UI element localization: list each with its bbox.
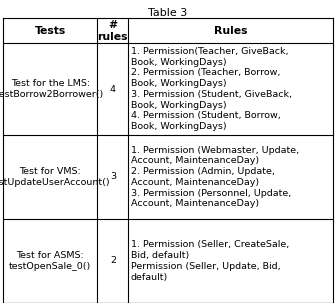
Text: Test for VMS:
testUpdateUserAccount(): Test for VMS: testUpdateUserAccount() xyxy=(0,167,111,187)
Text: Table 3: Table 3 xyxy=(149,8,187,18)
Text: 3: 3 xyxy=(110,172,116,181)
Text: Test for ASMS:
testOpenSale_0(): Test for ASMS: testOpenSale_0() xyxy=(9,251,91,271)
Text: Test for the LMS:
testBorrow2Borrower(): Test for the LMS: testBorrow2Borrower() xyxy=(0,79,104,99)
Text: 1. Permission (Seller, CreateSale,
Bid, default)
Permission (Seller, Update, Bid: 1. Permission (Seller, CreateSale, Bid, … xyxy=(131,240,289,281)
Text: 2: 2 xyxy=(110,256,116,265)
Text: 1. Permission (Webmaster, Update,
Account, MaintenanceDay)
2. Permission (Admin,: 1. Permission (Webmaster, Update, Accoun… xyxy=(131,146,299,208)
Text: 1. Permission(Teacher, GiveBack,
Book, WorkingDays)
2. Permission (Teacher, Borr: 1. Permission(Teacher, GiveBack, Book, W… xyxy=(131,47,292,131)
Text: 4: 4 xyxy=(110,85,116,94)
Text: #
rules: # rules xyxy=(97,20,128,42)
Text: Rules: Rules xyxy=(214,26,247,36)
Text: Tests: Tests xyxy=(35,26,66,36)
